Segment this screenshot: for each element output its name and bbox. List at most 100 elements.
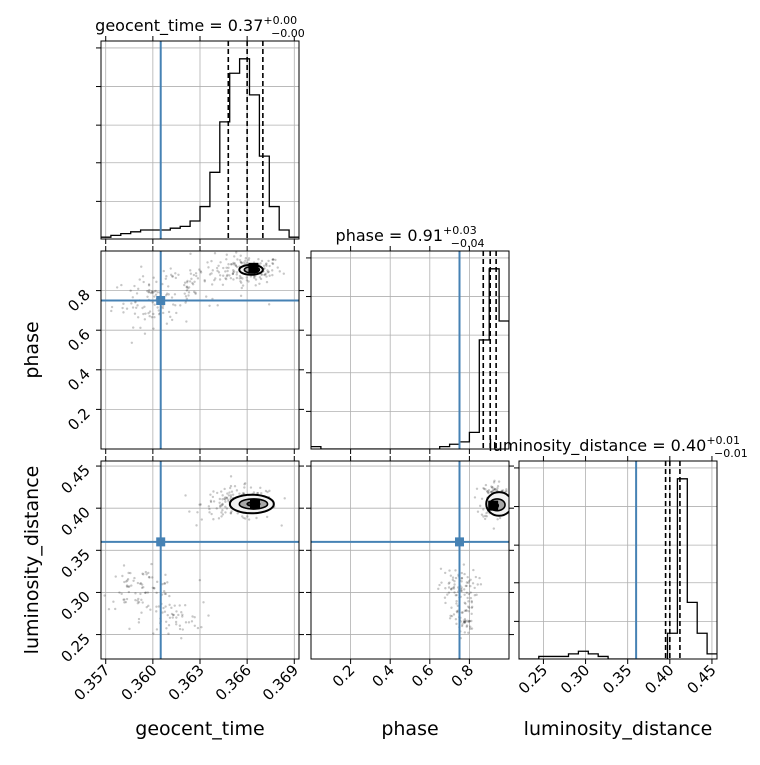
sample-point bbox=[271, 262, 275, 266]
sample-point bbox=[163, 582, 167, 585]
sample-point bbox=[492, 481, 496, 484]
sample-point bbox=[242, 261, 245, 264]
sample-point bbox=[140, 583, 144, 586]
sample-point bbox=[266, 269, 269, 272]
y-tick-label: 0.2 bbox=[64, 405, 94, 435]
sample-point bbox=[222, 266, 225, 270]
sample-point bbox=[136, 581, 140, 585]
sample-point bbox=[207, 266, 210, 269]
sample-point bbox=[128, 585, 131, 588]
sample-point bbox=[221, 509, 224, 512]
sample-point bbox=[272, 258, 275, 261]
sample-point bbox=[184, 621, 188, 624]
sample-point bbox=[124, 600, 128, 604]
sample-point bbox=[440, 581, 443, 584]
sample-point bbox=[490, 490, 494, 493]
sample-point bbox=[252, 275, 256, 278]
sample-point bbox=[225, 275, 229, 278]
sample-point bbox=[225, 507, 229, 510]
sample-point bbox=[497, 480, 501, 483]
sample-point bbox=[199, 503, 202, 506]
sample-point bbox=[473, 593, 477, 597]
sample-point bbox=[266, 271, 270, 274]
sample-point bbox=[153, 587, 156, 590]
sample-point bbox=[471, 582, 475, 585]
sample-point bbox=[463, 588, 466, 591]
title-plus: +0.03 bbox=[443, 224, 477, 237]
sample-point bbox=[212, 490, 215, 493]
sample-point bbox=[140, 586, 144, 590]
sample-point bbox=[172, 303, 175, 306]
sample-point bbox=[491, 486, 494, 489]
sample-point bbox=[163, 590, 166, 593]
sample-point bbox=[467, 620, 470, 624]
sample-point bbox=[232, 270, 236, 273]
sample-point bbox=[239, 254, 242, 257]
sample-point bbox=[210, 512, 213, 516]
sample-point bbox=[265, 280, 269, 284]
x-tick-label: 0.8 bbox=[448, 661, 478, 691]
sample-point bbox=[260, 273, 263, 276]
sample-point bbox=[493, 479, 496, 483]
sample-point bbox=[496, 485, 500, 488]
sample-point bbox=[221, 283, 225, 286]
panel-title-phase: phase = 0.91+0.03 −0.04 bbox=[336, 224, 485, 250]
sample-point bbox=[470, 627, 474, 630]
sample-point bbox=[244, 482, 247, 485]
sample-point bbox=[464, 602, 467, 605]
sample-point bbox=[478, 576, 481, 580]
sample-point bbox=[142, 586, 145, 589]
hist-panel-phase bbox=[306, 246, 510, 454]
sample-point bbox=[178, 627, 182, 631]
sample-point bbox=[467, 592, 471, 596]
sample-point bbox=[173, 604, 176, 607]
sample-point bbox=[143, 332, 147, 335]
sample-point bbox=[163, 582, 166, 585]
sample-point bbox=[460, 571, 464, 575]
sample-point bbox=[228, 486, 232, 490]
sample-point bbox=[467, 606, 471, 609]
sample-point bbox=[268, 489, 271, 493]
sample-point bbox=[219, 504, 222, 507]
sample-point bbox=[175, 610, 178, 613]
sample-point bbox=[174, 304, 177, 307]
histogram-line bbox=[311, 268, 509, 449]
sample-point bbox=[447, 582, 451, 585]
sample-point bbox=[479, 583, 483, 586]
sample-point bbox=[449, 587, 453, 591]
sample-point bbox=[451, 586, 454, 590]
sample-point bbox=[460, 577, 464, 580]
sample-point bbox=[263, 273, 266, 277]
sample-point bbox=[211, 269, 214, 272]
sample-point bbox=[460, 580, 463, 583]
sample-point bbox=[225, 266, 228, 269]
sample-point bbox=[153, 295, 156, 298]
sample-point bbox=[469, 596, 473, 600]
sample-point bbox=[220, 490, 223, 493]
sample-point bbox=[448, 581, 451, 584]
sample-point bbox=[148, 290, 151, 294]
sample-point bbox=[236, 258, 239, 261]
sample-point bbox=[152, 276, 155, 279]
sample-point bbox=[229, 475, 233, 478]
sample-point bbox=[239, 276, 243, 279]
sample-point bbox=[225, 258, 228, 261]
sample-point bbox=[484, 488, 487, 491]
sample-point bbox=[239, 280, 242, 283]
y-axis-label-luminosity_distance: luminosity_distance bbox=[21, 466, 43, 655]
sample-point bbox=[203, 279, 206, 282]
sample-point bbox=[464, 619, 467, 622]
sample-point bbox=[232, 269, 235, 272]
sample-point bbox=[473, 586, 476, 590]
sample-point bbox=[482, 486, 485, 490]
sample-point bbox=[137, 617, 141, 621]
sample-point bbox=[218, 497, 222, 501]
sample-point bbox=[230, 263, 233, 266]
sample-point bbox=[141, 601, 144, 604]
sample-point bbox=[454, 569, 457, 572]
sample-point bbox=[233, 262, 237, 265]
panel-frame bbox=[310, 460, 510, 660]
sample-point bbox=[265, 262, 268, 265]
x-tick-label: 0.369 bbox=[259, 661, 302, 704]
sample-point bbox=[146, 289, 149, 293]
